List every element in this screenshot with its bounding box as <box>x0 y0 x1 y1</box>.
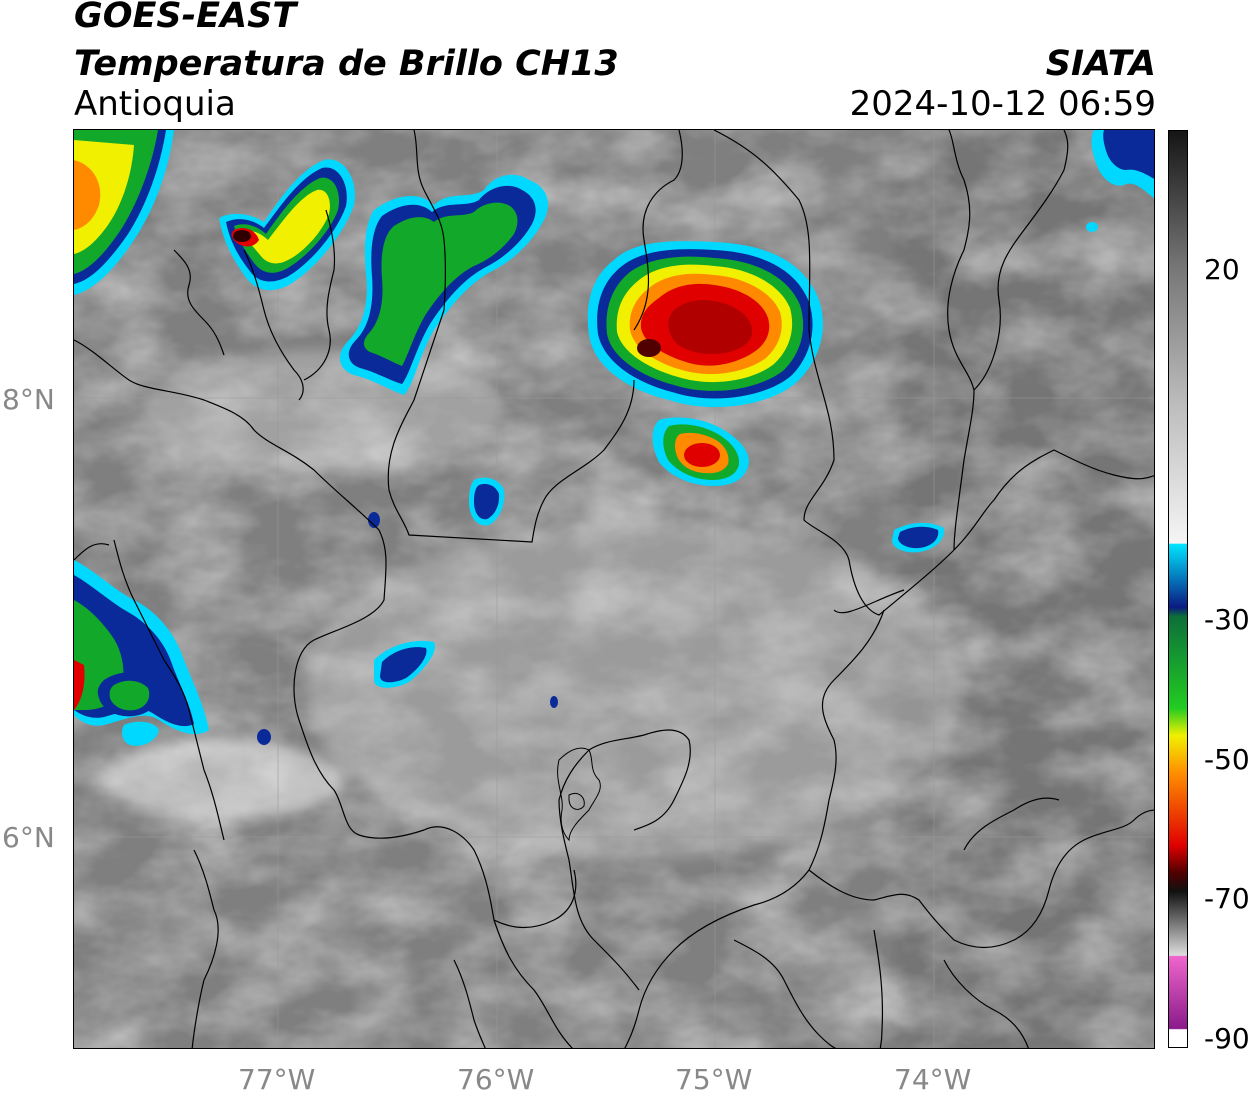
satellite-map[interactable] <box>73 129 1155 1049</box>
bright-cloud-north <box>144 350 504 470</box>
urban-boundaries <box>557 747 601 842</box>
bright-cloud-west <box>104 740 344 820</box>
map-canvas <box>74 130 1154 1048</box>
storm-main <box>587 241 823 486</box>
lat-tick-8n: 8°N <box>2 383 55 416</box>
storm-northwest <box>219 159 355 291</box>
lat-tick-6n: 6°N <box>2 821 55 854</box>
colorbar-gradient <box>1169 131 1187 1047</box>
storm-north-band <box>339 174 549 395</box>
colorbar-tick-minus50: -50 <box>1204 743 1250 776</box>
colorbar-tick-minus90: -90 <box>1204 1022 1250 1055</box>
small-cells <box>122 130 1154 746</box>
datetime-label: 2024-10-12 06:59 <box>849 84 1156 124</box>
satellite-title: GOES-EAST <box>74 0 297 36</box>
colorbar <box>1168 130 1188 1048</box>
lon-tick-74w: 74°W <box>894 1063 972 1096</box>
colorbar-tick-20: 20 <box>1204 253 1240 286</box>
lon-tick-76w: 76°W <box>457 1063 535 1096</box>
bright-cloud-band <box>304 520 964 860</box>
colorbar-tick-minus70: -70 <box>1204 882 1250 915</box>
department-boundaries <box>74 130 1154 1048</box>
region-subtitle: Antioquia <box>74 84 236 124</box>
colorbar-tick-minus30: -30 <box>1204 603 1250 636</box>
agency-label: SIATA <box>1045 44 1156 84</box>
product-title: Temperatura de Brillo CH13 <box>74 44 619 84</box>
lon-tick-75w: 75°W <box>675 1063 753 1096</box>
storm-west <box>74 560 209 735</box>
storm-northwest-edge <box>74 130 174 295</box>
lon-tick-77w: 77°W <box>238 1063 316 1096</box>
